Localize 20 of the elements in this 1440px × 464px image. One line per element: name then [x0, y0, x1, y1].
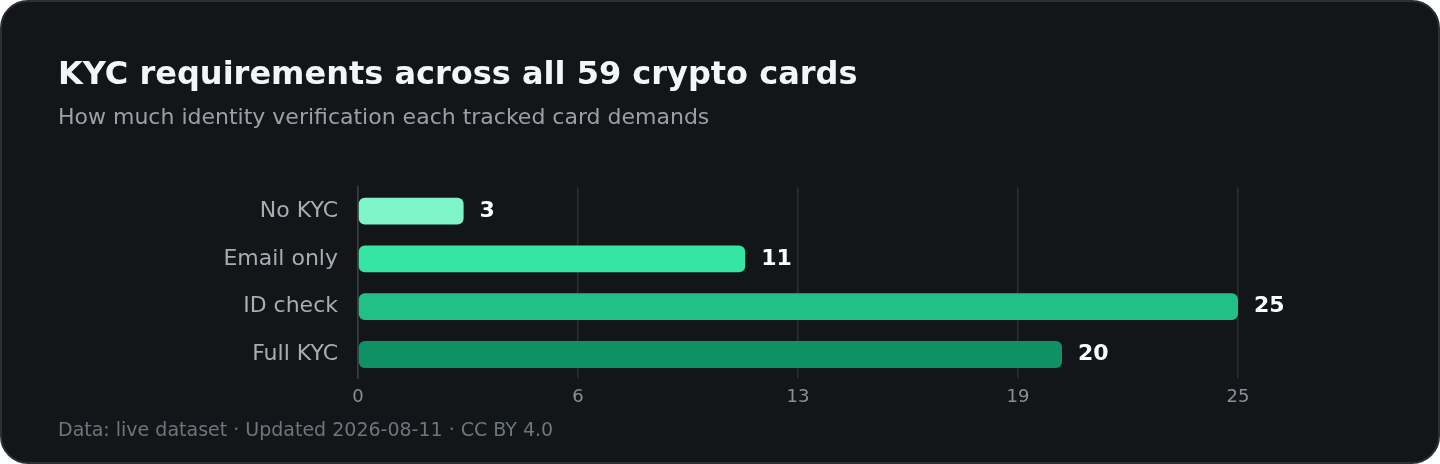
bar — [358, 245, 746, 273]
chart-title: KYC requirements across all 59 crypto cards — [58, 54, 858, 92]
data-label: 3 — [479, 196, 495, 222]
data-label: 20 — [1078, 340, 1109, 366]
y-tick-label: Email only — [223, 244, 338, 270]
x-tick-label: 13 — [786, 384, 810, 406]
data-label: 11 — [761, 244, 792, 270]
y-tick-label: ID check — [243, 292, 339, 318]
x-tick-label: 0 — [352, 384, 364, 406]
bar — [358, 197, 464, 225]
bar — [358, 341, 1062, 368]
x-tick-label: 19 — [1006, 384, 1030, 406]
text: Data: live dataset · Updated 2026-08-11 · CC BY 4.0 — [58, 418, 554, 440]
chart-subtitle: How much identity verification each tracked card demands — [58, 104, 710, 129]
x-tick-label: 25 — [1226, 384, 1250, 406]
bar — [358, 293, 1238, 321]
x-tick-label: 6 — [572, 384, 584, 406]
y-tick-label: No KYC — [259, 196, 338, 222]
y-tick-label: Full KYC — [252, 340, 338, 366]
data-label: 25 — [1254, 292, 1285, 318]
